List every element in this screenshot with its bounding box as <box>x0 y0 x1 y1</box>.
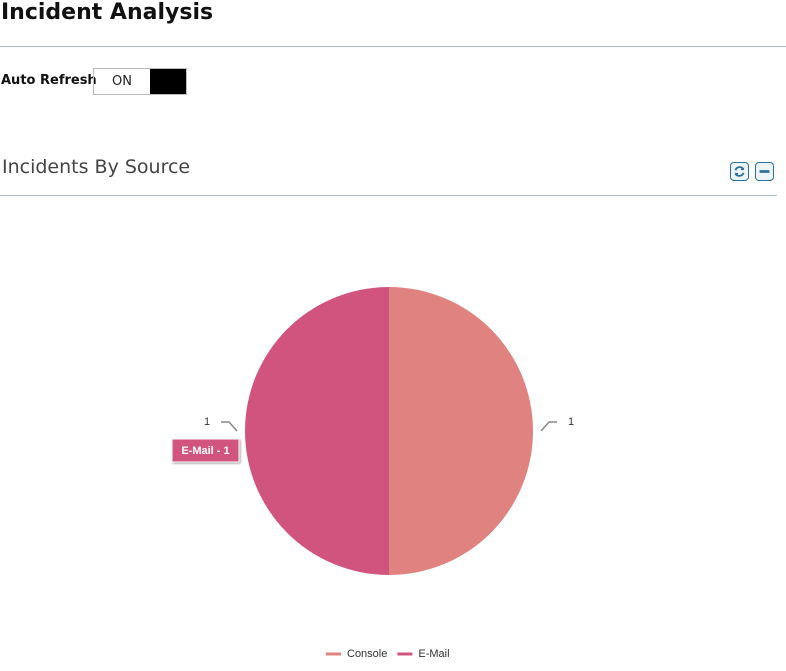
data-label: 1 <box>568 416 574 428</box>
refresh-button[interactable] <box>730 162 749 181</box>
divider <box>0 195 777 196</box>
legend-label: E-Mail <box>418 648 449 660</box>
label-connector <box>221 421 238 432</box>
minus-icon <box>759 170 770 173</box>
collapse-button[interactable] <box>755 162 774 181</box>
tooltip-text: E-Mail - 1 <box>181 445 229 457</box>
pie-slice <box>389 287 533 575</box>
divider <box>0 46 786 47</box>
pie-slice <box>245 287 389 575</box>
auto-refresh-label: Auto Refresh <box>1 73 97 88</box>
refresh-arrows <box>734 166 745 177</box>
data-label: 1 <box>204 416 210 428</box>
tooltip: E-Mail - 1 <box>171 438 240 463</box>
page-title: Incident Analysis <box>1 0 214 25</box>
label-connector <box>540 421 557 432</box>
panel-title: Incidents By Source <box>2 156 191 178</box>
toggle-knob <box>150 69 186 94</box>
chart: 1 1 E-Mail - 1 Console E-Mail <box>171 287 574 660</box>
legend-label: Console <box>347 648 387 660</box>
auto-refresh-toggle[interactable]: ON <box>93 68 187 95</box>
toggle-state: ON <box>112 74 132 89</box>
tooltip-box <box>171 438 240 463</box>
